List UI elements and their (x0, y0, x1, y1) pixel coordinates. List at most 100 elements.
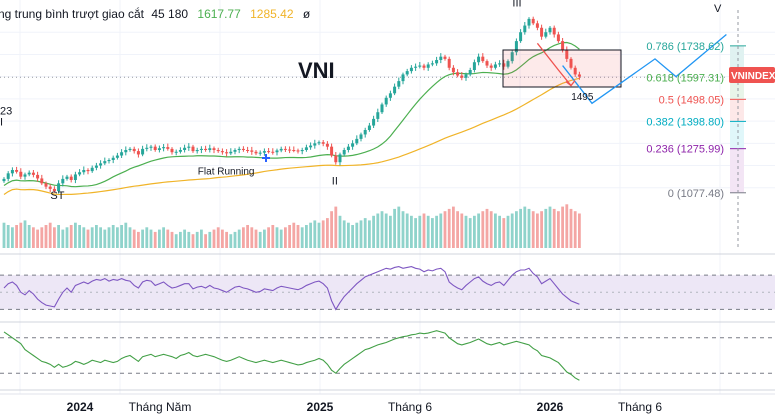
candle-body (73, 174, 77, 180)
symbol-tag-bg (729, 67, 775, 83)
volume-bar (111, 225, 115, 248)
volume-bar (212, 229, 216, 248)
volume-bar (137, 231, 140, 248)
volume-bar (44, 225, 48, 248)
volume-bar (103, 229, 107, 248)
volume-bar (65, 227, 69, 248)
volume-bar (6, 225, 10, 248)
volume-bar (69, 225, 73, 248)
volume-bar (11, 227, 14, 248)
volume-bar (23, 220, 27, 248)
volume-bar (351, 225, 354, 248)
candle-body (535, 23, 539, 28)
candle-body (561, 41, 565, 50)
volume-bar (120, 225, 123, 248)
candle-body (52, 188, 56, 192)
volume-bar (502, 218, 506, 248)
volume-bar (313, 220, 317, 248)
x-axis: 2024 Tháng Năm 2025 Tháng 6 2026 Tháng 6 (0, 393, 775, 418)
candle-body (384, 97, 388, 105)
candle-body (527, 18, 531, 26)
candle-body (78, 172, 82, 175)
candle-body (229, 151, 233, 154)
candle-body (456, 72, 460, 76)
volume-bar (237, 229, 241, 248)
volume-bar (552, 208, 556, 248)
candle-body (414, 66, 418, 68)
candle-body (141, 148, 145, 155)
rsi-line (3, 265, 580, 311)
fib-level-label: 0.5 (1498.05) (659, 94, 724, 106)
candle-body (565, 50, 569, 59)
candle-body (275, 150, 279, 153)
volume-bar (309, 222, 312, 248)
candle-body (283, 148, 287, 150)
volume-bar (435, 215, 438, 248)
symbol-tag[interactable]: VNINDEX (729, 67, 775, 83)
volume-bar (531, 211, 535, 248)
candle-body (132, 148, 136, 152)
volume-bar (166, 229, 170, 248)
volume-bar (221, 229, 224, 248)
volume-bar (515, 211, 518, 248)
ma-fast-line (3, 41, 580, 188)
svg-text:ng trung bình trượt giao cắt: ng trung bình trượt giao cắt 45 180 1617… (0, 6, 311, 21)
candle-body (19, 171, 23, 177)
volume-bar (456, 211, 459, 248)
fib-level-label: 0.236 (1275.99) (646, 144, 724, 156)
volume-bar (19, 222, 23, 248)
volume-bar (250, 227, 254, 248)
volume-bar (179, 231, 182, 248)
indicator-legend[interactable]: ng trung bình trượt giao cắt 45 180 1617… (0, 6, 311, 21)
volume-bar (439, 213, 443, 248)
candle-body (468, 70, 472, 75)
volume-bar (557, 211, 560, 248)
candle-body (523, 25, 527, 33)
volume-bar (36, 229, 39, 248)
candle-body (166, 147, 170, 149)
volume-bar (132, 229, 136, 248)
candle-body (149, 146, 153, 148)
volume-bar (2, 222, 6, 248)
volume-bar (288, 225, 291, 248)
volume-bar (376, 213, 380, 248)
candle-body (99, 163, 103, 166)
fib-level-label: 0.382 (1398.80) (646, 116, 724, 128)
consolidation-box (502, 49, 622, 88)
candle-body (405, 71, 409, 75)
candle-body (418, 65, 422, 67)
fib-level-label: 0 (1077.48) (668, 188, 724, 200)
candle-body (10, 170, 14, 174)
volume-bar (229, 234, 233, 248)
volume-bar (380, 211, 384, 248)
candle-body (355, 138, 359, 144)
candle-body (401, 74, 405, 82)
volume-bars (2, 204, 581, 248)
annotation-label: ST (50, 190, 64, 202)
candle-body (208, 148, 212, 150)
candle-body (204, 148, 208, 150)
candle-body (216, 150, 220, 152)
candle-body (334, 155, 338, 163)
volume-bar (321, 220, 325, 248)
fib-level-label: 0.618 (1597.31) (646, 72, 724, 84)
candle-body (317, 142, 321, 144)
volume-bar (338, 215, 342, 248)
osc-line (3, 330, 580, 381)
candle-body (531, 18, 535, 24)
symbol-tag-text: VNINDEX (731, 71, 775, 82)
volume-bar (187, 231, 191, 248)
panel-separators (0, 253, 775, 391)
wave-projection (562, 33, 727, 105)
candle-body (40, 178, 44, 184)
volume-bar (397, 206, 401, 248)
volume-bar (405, 213, 409, 248)
volume-bar (418, 215, 422, 248)
projection-paths (536, 10, 739, 248)
volume-bar (90, 227, 94, 248)
volume-bar (464, 215, 468, 248)
volume-bar (170, 231, 174, 248)
